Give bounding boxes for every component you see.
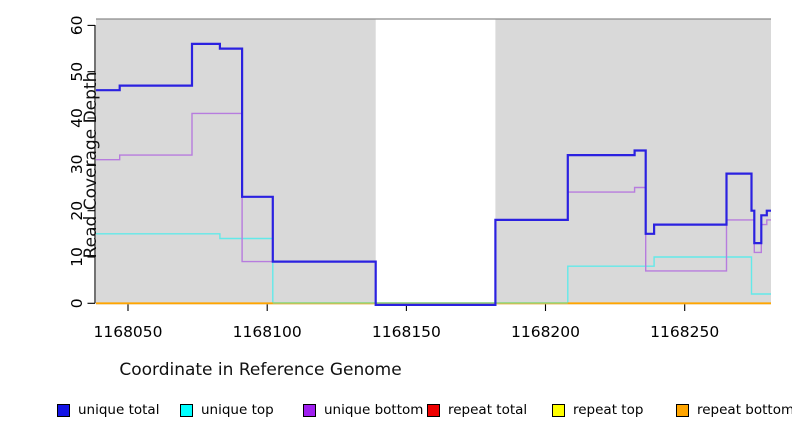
legend-label: repeat total (448, 402, 528, 418)
x-tick-label: 1168250 (650, 323, 719, 341)
legend-swatch-unique-top (180, 403, 193, 417)
legend-item-repeat-bottom: repeat bottom (676, 402, 792, 418)
x-tick-label: 1168200 (511, 323, 580, 341)
x-tick-label: 1168100 (233, 323, 302, 341)
legend-swatch-unique-total (57, 403, 70, 417)
y-tick-label: 10 (68, 247, 86, 267)
legend-item-repeat-total: repeat total (427, 402, 527, 418)
legend-swatch-repeat-bottom (676, 403, 689, 417)
series-unique-total-line (96, 42, 771, 306)
x-axis-title-text: Coordinate in Reference Genome (119, 360, 402, 380)
legend-label: unique top (201, 402, 274, 418)
series-unique-bottom-line (96, 112, 771, 306)
legend-swatch-repeat-top (552, 403, 565, 417)
legend-swatch-unique-bottom (303, 403, 316, 417)
legend-label: unique total (78, 402, 160, 418)
x-tick-label: 1168150 (372, 323, 441, 341)
x-tick-label: 1168050 (93, 323, 162, 341)
y-tick-label: 30 (68, 154, 86, 174)
legend-label: repeat bottom (697, 402, 792, 418)
y-tick-label: 60 (68, 16, 86, 36)
legend-item-unique-bottom: unique bottom (303, 402, 423, 418)
legend-swatch-repeat-total (427, 403, 440, 417)
y-tick-label: 50 (68, 62, 86, 82)
y-tick-label: 40 (68, 108, 86, 128)
legend-item-repeat-top: repeat top (552, 402, 643, 418)
y-axis-title: Read Coverage Depth (81, 71, 101, 259)
y-tick-label: 0 (68, 298, 86, 308)
series-unique-top-line (96, 233, 771, 304)
background-region-masked-left (96, 19, 376, 305)
x-axis-title: Coordinate in Reference Genome (0, 360, 694, 380)
legend-item-unique-total: unique total (57, 402, 159, 418)
legend-label: repeat top (573, 402, 644, 418)
legend: unique total unique top unique bottom re… (0, 402, 792, 424)
legend-label: unique bottom (324, 402, 424, 418)
background-region-masked-right (495, 19, 771, 305)
y-tick-label: 20 (68, 201, 86, 221)
legend-item-unique-top: unique top (180, 402, 274, 418)
